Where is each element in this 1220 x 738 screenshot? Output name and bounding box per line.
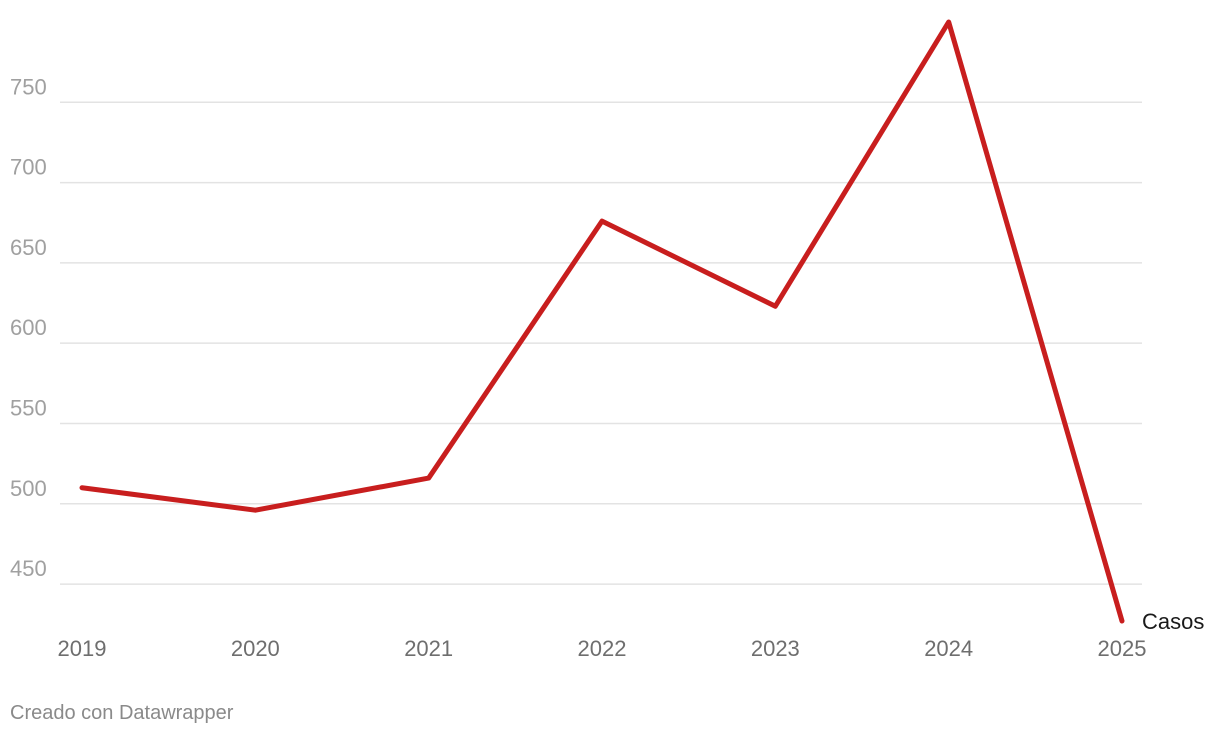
x-tick-label: 2021 (404, 636, 453, 661)
y-tick-label: 650 (10, 235, 47, 260)
x-tick-label: 2020 (231, 636, 280, 661)
series-line-casos (79, 19, 1125, 624)
x-tick-label: 2019 (58, 636, 107, 661)
x-tick-label: 2022 (578, 636, 627, 661)
y-tick-label: 700 (10, 155, 47, 180)
y-tick-label: 500 (10, 476, 47, 501)
y-tick-label: 750 (10, 74, 47, 99)
x-tick-label: 2023 (751, 636, 800, 661)
y-axis-ticks: 450 500 550 600 650 700 750 (10, 74, 47, 581)
credit-footer: Creado con Datawrapper (10, 702, 234, 724)
x-tick-label: 2025 (1098, 636, 1147, 661)
y-tick-label: 450 (10, 556, 47, 581)
series-layer: Casos (79, 19, 1204, 634)
series-label-casos: Casos (1142, 609, 1204, 634)
x-tick-label: 2024 (924, 636, 973, 661)
y-tick-label: 600 (10, 315, 47, 340)
gridlines (60, 101, 1142, 585)
y-tick-label: 550 (10, 395, 47, 420)
x-axis-ticks: 2019 2020 2021 2022 2023 2024 2025 (58, 636, 1147, 661)
